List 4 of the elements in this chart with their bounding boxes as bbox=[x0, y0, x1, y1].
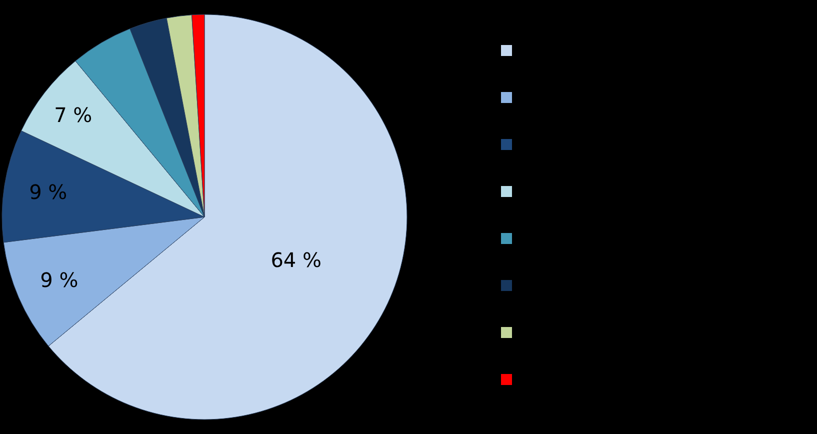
data-label: 64 % bbox=[270, 248, 322, 272]
data-label: 7 % bbox=[54, 103, 92, 128]
data-label: 9 % bbox=[29, 180, 68, 204]
data-label: 9 % bbox=[40, 268, 78, 292]
